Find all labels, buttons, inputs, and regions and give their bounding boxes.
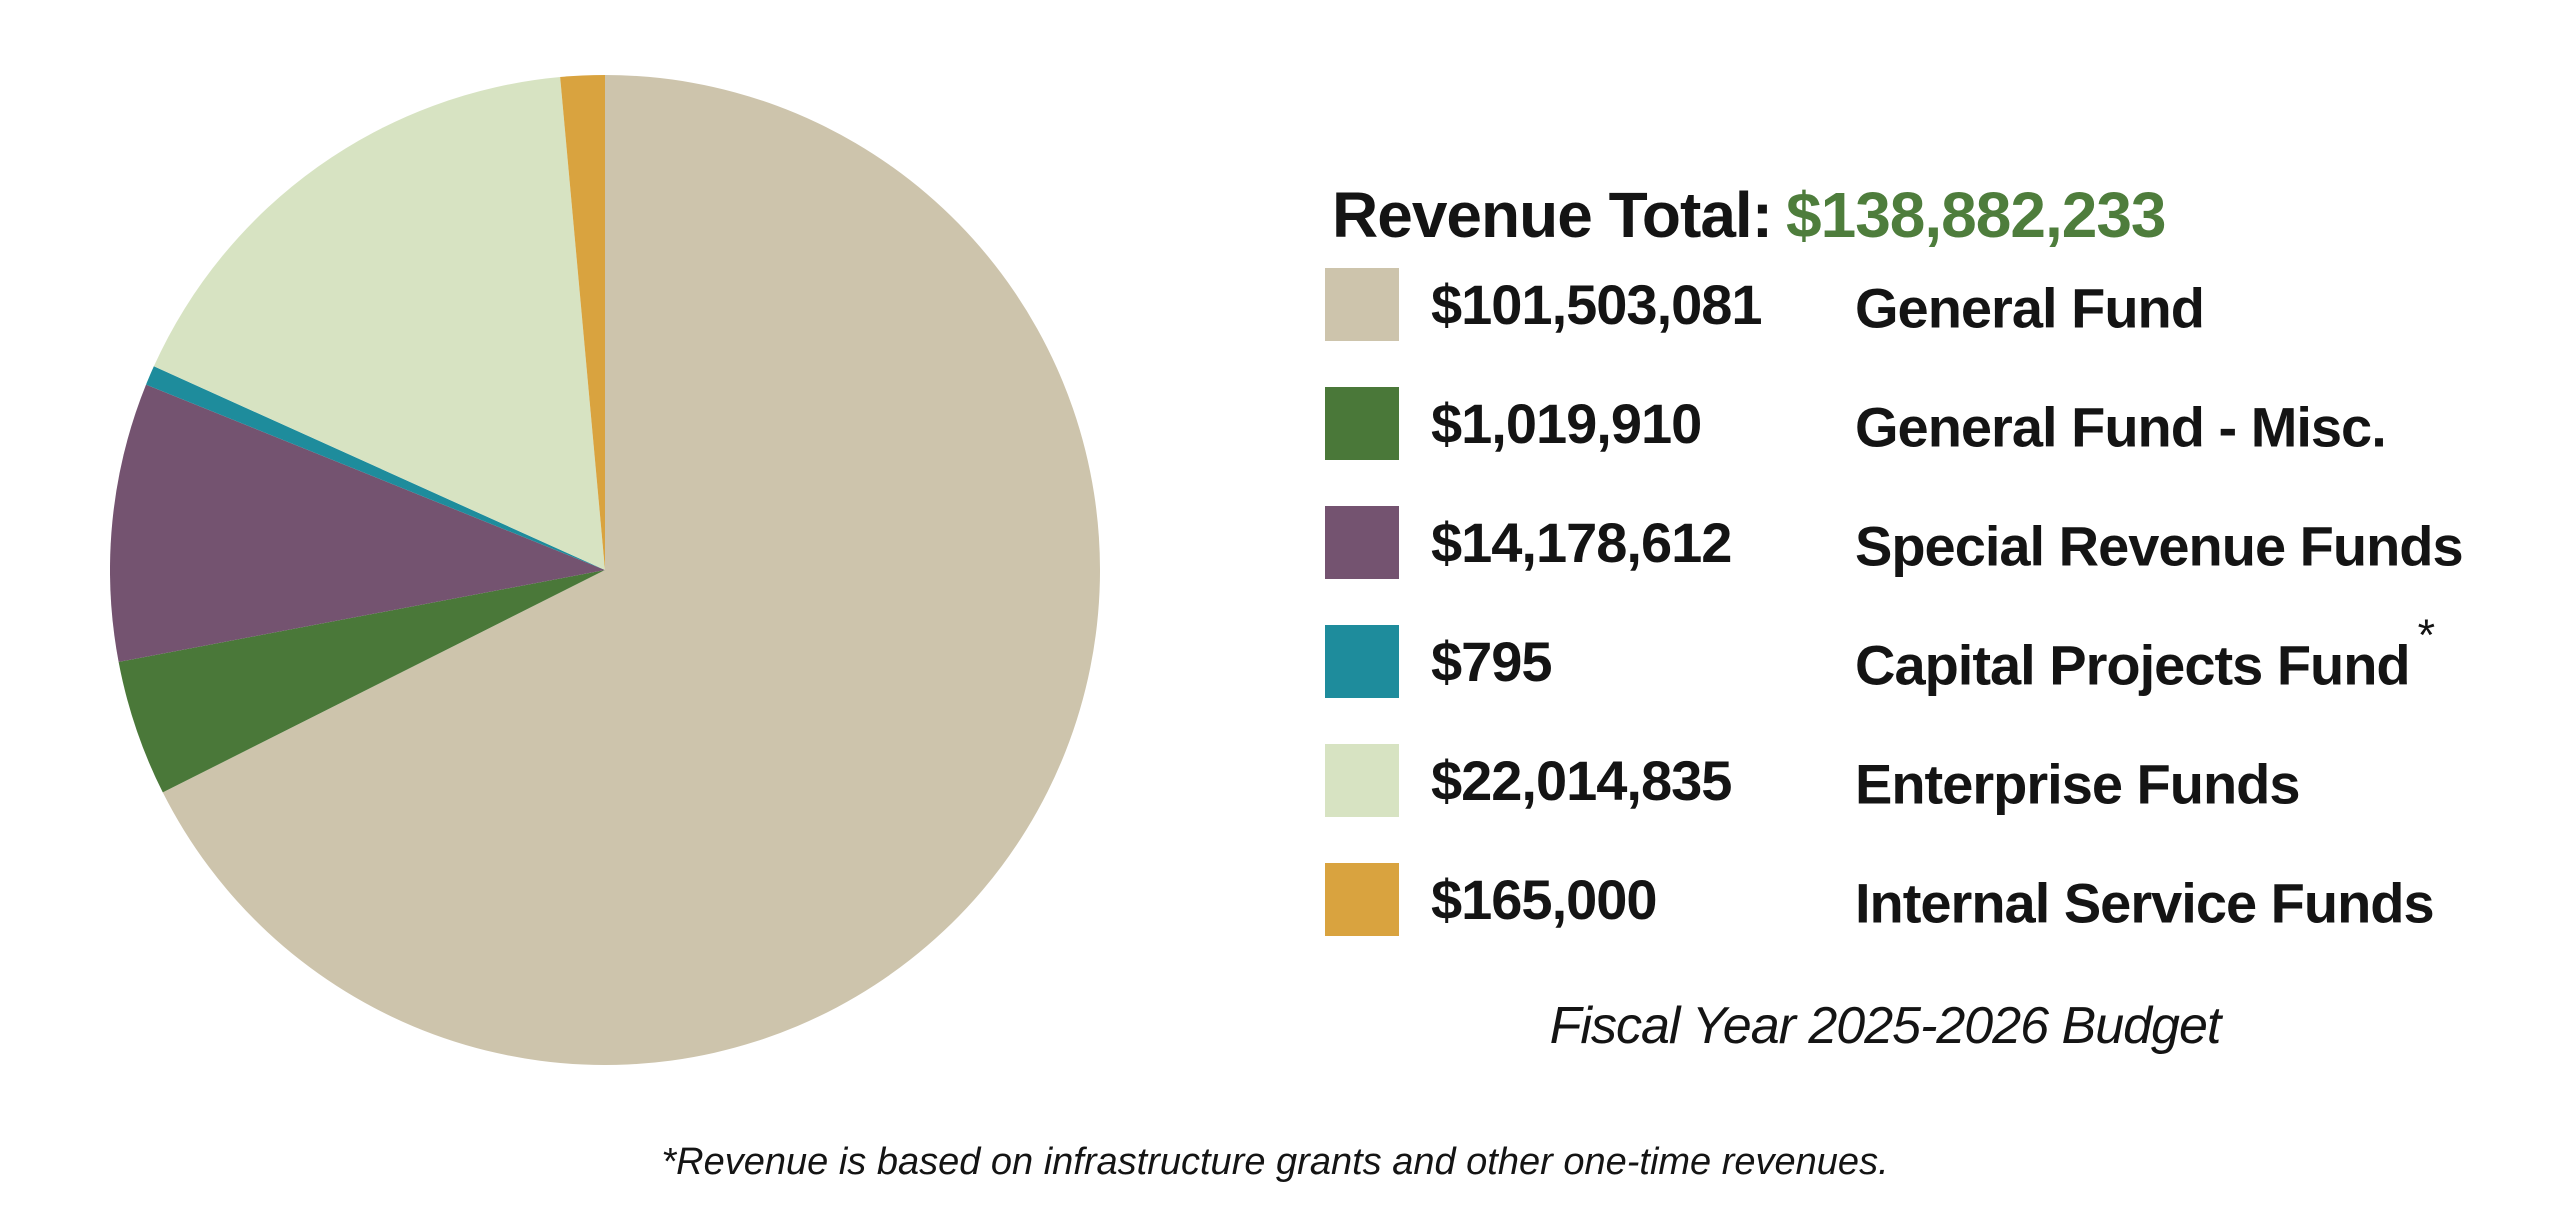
legend-row-general-fund: $101,503,081 General Fund	[1325, 268, 2450, 341]
legend: $101,503,081 General Fund $1,019,910 Gen…	[1325, 268, 2464, 982]
legend-amount: $165,000	[1431, 868, 1658, 931]
legend-row-capital-projects-fund: $795 Capital Projects Fund *	[1325, 609, 2450, 698]
pie-slice-special-revenue-funds	[110, 384, 605, 662]
legend-swatch-enterprise-funds	[1325, 744, 1399, 817]
legend-row-general-fund-misc: $1,019,910 General Fund - Misc.	[1325, 387, 2450, 460]
legend-amount: $22,014,835	[1431, 749, 1732, 812]
footnote-marker: *	[2417, 609, 2435, 660]
fiscal-year-caption: Fiscal Year 2025-2026 Budget	[1549, 997, 2222, 1055]
title-amount: $138,882,233	[1786, 178, 2166, 251]
revenue-pie-chart	[110, 75, 1100, 1065]
legend-swatch-general-fund	[1325, 268, 1399, 341]
legend-row-special-revenue-funds: $14,178,612 Special Revenue Funds	[1325, 506, 2464, 579]
pie-slice-capital-projects-fund	[146, 366, 605, 570]
pie-slice-enterprise-funds	[153, 77, 606, 570]
legend-swatch-general-fund-misc	[1325, 387, 1399, 460]
page-title: Revenue Total: $138,882,233	[1332, 177, 2166, 254]
legend-label: General Fund	[1855, 276, 2205, 340]
footnote: *Revenue is based on infrastructure gran…	[661, 1141, 1889, 1183]
legend-swatch-special-revenue-funds	[1325, 506, 1399, 579]
title-label: Revenue Total:	[1332, 178, 1773, 251]
legend-amount: $1,019,910	[1431, 392, 1702, 455]
legend-amount: $14,178,612	[1431, 511, 1732, 574]
legend-label: Enterprise Funds	[1855, 752, 2301, 816]
legend-row-internal-service-funds: $165,000 Internal Service Funds	[1325, 863, 2450, 936]
legend-label: General Fund - Misc.	[1855, 395, 2387, 459]
legend-swatch-internal-service-funds	[1325, 863, 1399, 936]
legend-swatch-capital-projects-fund	[1325, 625, 1399, 698]
pie-slice-internal-service-funds	[560, 75, 605, 570]
legend-label: Special Revenue Funds	[1855, 514, 2464, 578]
pie-slice-general-fund	[162, 75, 1100, 1065]
legend-label: Capital Projects Fund *	[1855, 609, 2435, 697]
pie-svg	[110, 75, 1100, 1065]
legend-amount: $101,503,081	[1431, 273, 1763, 336]
pie-slice-general-fund-misc	[118, 570, 606, 793]
legend-label: Internal Service Funds	[1855, 871, 2435, 935]
legend-row-enterprise-funds: $22,014,835 Enterprise Funds	[1325, 744, 2450, 817]
legend-amount: $795	[1431, 630, 1553, 693]
